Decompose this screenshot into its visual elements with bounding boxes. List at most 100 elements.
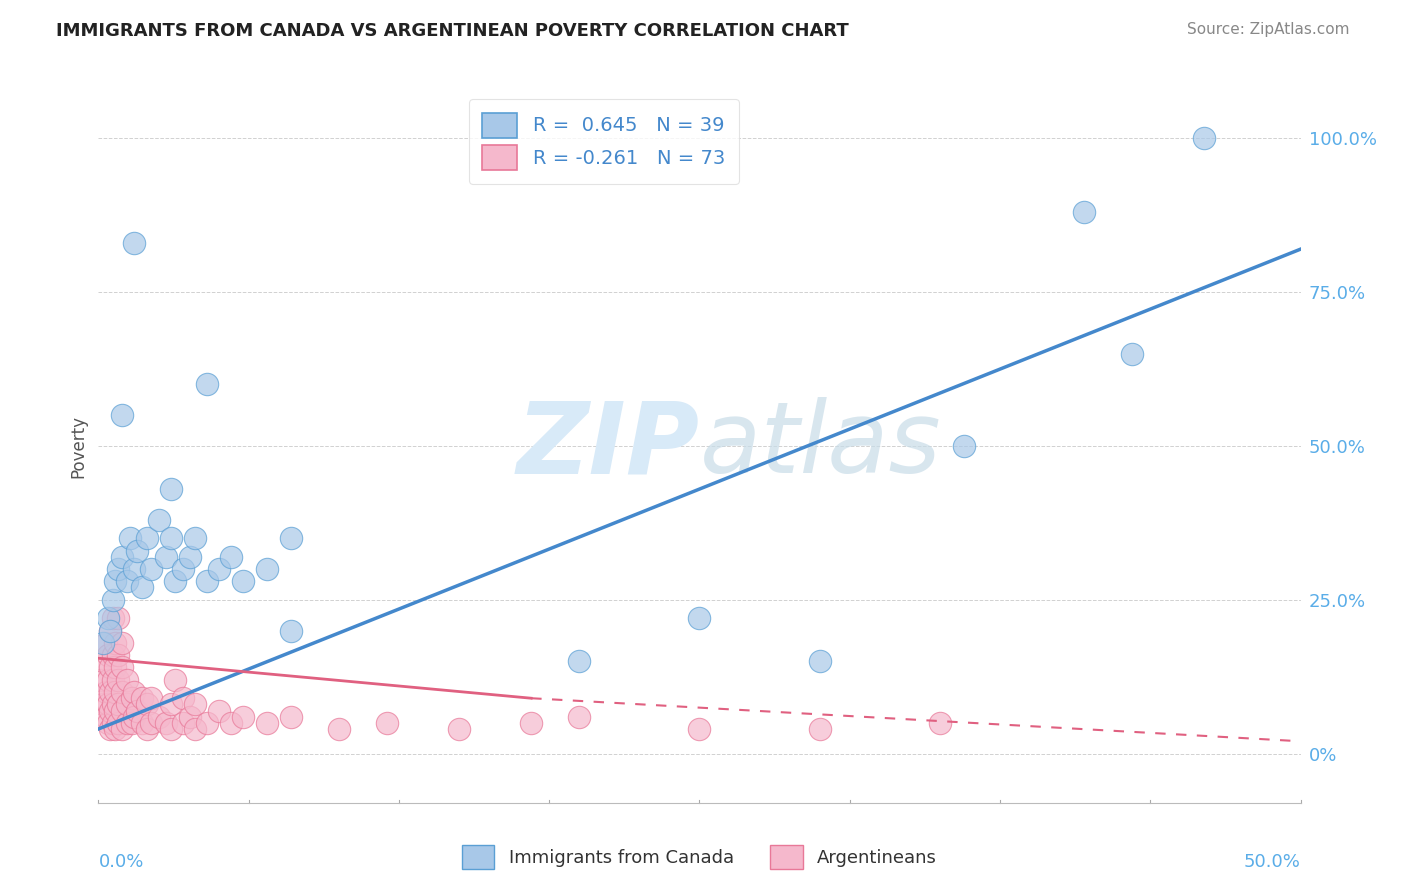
Point bbox=[111, 704, 134, 718]
Point bbox=[232, 709, 254, 723]
Point bbox=[688, 611, 710, 625]
Point bbox=[100, 624, 122, 638]
Point bbox=[104, 704, 127, 718]
Point bbox=[280, 624, 302, 638]
Point bbox=[208, 562, 231, 576]
Point bbox=[208, 704, 231, 718]
Point bbox=[179, 709, 201, 723]
Point bbox=[101, 648, 124, 662]
Point bbox=[131, 691, 153, 706]
Point bbox=[97, 715, 120, 730]
Point bbox=[172, 691, 194, 706]
Point bbox=[104, 685, 127, 699]
Point bbox=[928, 715, 950, 730]
Point bbox=[148, 513, 170, 527]
Point bbox=[94, 636, 117, 650]
Point bbox=[91, 698, 114, 712]
Point bbox=[107, 698, 129, 712]
Point bbox=[159, 531, 181, 545]
Point bbox=[520, 715, 543, 730]
Point bbox=[117, 698, 139, 712]
Point bbox=[179, 549, 201, 564]
Point bbox=[124, 709, 146, 723]
Point bbox=[97, 673, 120, 687]
Point bbox=[111, 722, 134, 736]
Point bbox=[90, 673, 112, 687]
Point bbox=[97, 648, 120, 662]
Point bbox=[118, 531, 141, 545]
Point bbox=[107, 673, 129, 687]
Point bbox=[141, 715, 163, 730]
Point bbox=[117, 715, 139, 730]
Point bbox=[141, 691, 163, 706]
Point bbox=[100, 685, 122, 699]
Text: 50.0%: 50.0% bbox=[1244, 853, 1301, 871]
Point bbox=[104, 574, 127, 589]
Point bbox=[107, 715, 129, 730]
Point bbox=[104, 636, 127, 650]
Point bbox=[100, 722, 122, 736]
Point bbox=[219, 549, 242, 564]
Point bbox=[183, 531, 205, 545]
Point bbox=[135, 722, 157, 736]
Text: IMMIGRANTS FROM CANADA VS ARGENTINEAN POVERTY CORRELATION CHART: IMMIGRANTS FROM CANADA VS ARGENTINEAN PO… bbox=[56, 22, 849, 40]
Text: ZIP: ZIP bbox=[516, 398, 699, 494]
Point bbox=[104, 722, 127, 736]
Point bbox=[165, 574, 187, 589]
Point bbox=[159, 722, 181, 736]
Point bbox=[159, 482, 181, 496]
Point bbox=[101, 698, 124, 712]
Point bbox=[100, 624, 122, 638]
Point bbox=[111, 549, 134, 564]
Point bbox=[280, 709, 302, 723]
Point bbox=[121, 715, 143, 730]
Point bbox=[953, 439, 976, 453]
Point bbox=[94, 709, 117, 723]
Point bbox=[195, 715, 218, 730]
Point bbox=[232, 574, 254, 589]
Point bbox=[808, 722, 831, 736]
Point bbox=[447, 722, 470, 736]
Point bbox=[280, 531, 302, 545]
Point bbox=[155, 715, 177, 730]
Point bbox=[808, 654, 831, 668]
Point bbox=[256, 715, 278, 730]
Point bbox=[97, 611, 120, 625]
Point bbox=[117, 673, 139, 687]
Point bbox=[256, 562, 278, 576]
Point bbox=[111, 685, 134, 699]
Point bbox=[688, 722, 710, 736]
Text: 0.0%: 0.0% bbox=[98, 853, 143, 871]
Point bbox=[124, 562, 146, 576]
Point bbox=[124, 685, 146, 699]
Point bbox=[111, 660, 134, 674]
Text: Source: ZipAtlas.com: Source: ZipAtlas.com bbox=[1187, 22, 1350, 37]
Point bbox=[117, 574, 139, 589]
Point bbox=[104, 660, 127, 674]
Point bbox=[568, 709, 591, 723]
Point bbox=[1121, 347, 1143, 361]
Point bbox=[100, 660, 122, 674]
Point bbox=[107, 562, 129, 576]
Point bbox=[219, 715, 242, 730]
Point bbox=[328, 722, 350, 736]
Point bbox=[172, 715, 194, 730]
Legend: Immigrants from Canada, Argentineans: Immigrants from Canada, Argentineans bbox=[454, 838, 945, 876]
Point bbox=[107, 611, 129, 625]
Point bbox=[568, 654, 591, 668]
Y-axis label: Poverty: Poverty bbox=[69, 415, 87, 477]
Point bbox=[125, 704, 148, 718]
Point bbox=[124, 235, 146, 250]
Point bbox=[172, 562, 194, 576]
Point bbox=[183, 722, 205, 736]
Text: atlas: atlas bbox=[699, 398, 941, 494]
Point bbox=[375, 715, 398, 730]
Point bbox=[125, 543, 148, 558]
Point bbox=[121, 691, 143, 706]
Point bbox=[135, 531, 157, 545]
Point bbox=[135, 698, 157, 712]
Point bbox=[1073, 205, 1095, 219]
Point bbox=[97, 698, 120, 712]
Point bbox=[183, 698, 205, 712]
Point bbox=[94, 685, 117, 699]
